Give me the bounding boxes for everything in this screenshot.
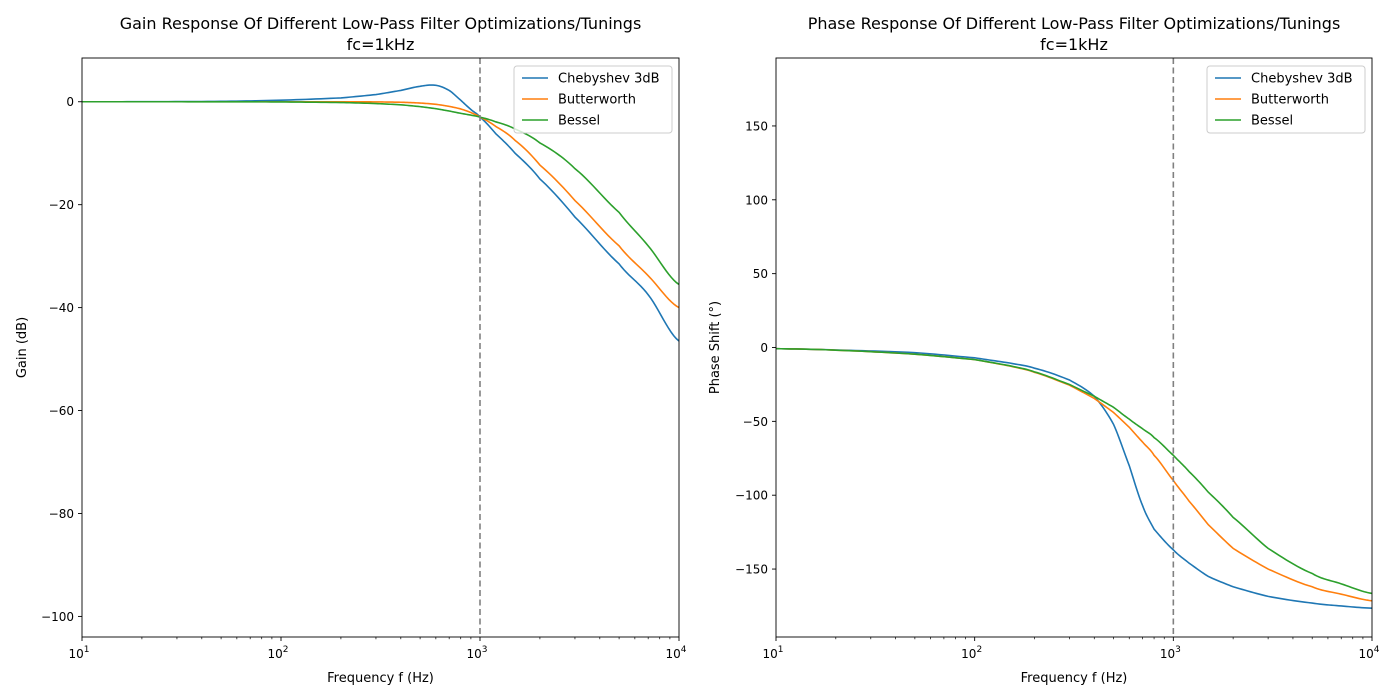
y-tick-label: 150 [745,119,768,133]
x-tick-label: 102 [961,645,982,661]
plot-frame [775,57,1373,638]
series-line-chebyshev-3db [82,84,679,342]
chart-title: Gain Response Of Different Low-Pass Filt… [120,14,642,33]
chart-title: Phase Response Of Different Low-Pass Fil… [808,14,1341,33]
legend-entry: Butterworth [1251,93,1329,108]
chart-subtitle: fc=1kHz [347,35,415,54]
y-axis-label: Gain (dB) [15,317,30,378]
series-line-bessel [82,100,679,286]
y-axis-label: Phase Shift (°) [708,301,723,394]
legend-entry: Butterworth [558,93,636,108]
legend-box [513,65,673,134]
x-tick-label: 101 [762,645,783,661]
series-line-bessel [776,347,1372,595]
x-axis-label: Frequency f (Hz) [1021,671,1128,686]
y-tick-label: 0 [760,341,768,355]
legend-entry: Bessel [558,114,600,129]
chart-panel-1: Phase Response Of Different Low-Pass Fil… [708,14,1380,686]
chart-subtitle: fc=1kHz [1040,35,1108,54]
x-tick-label: 104 [665,645,686,661]
x-tick-label: 103 [1160,645,1181,661]
legend-box [1206,65,1366,134]
y-tick-label: −100 [735,489,768,503]
series-line-chebyshev-3db [776,347,1372,609]
legend-entry: Chebyshev 3dB [1251,72,1353,87]
legend-entry: Chebyshev 3dB [558,72,660,87]
legend-entry: Bessel [1251,114,1293,129]
y-tick-label: 0 [66,95,74,109]
y-tick-label: −20 [49,198,74,212]
x-tick-label: 104 [1358,645,1379,661]
y-tick-label: 50 [753,267,768,281]
x-axis-label: Frequency f (Hz) [327,671,434,686]
legend: Chebyshev 3dB Butterworth Bessel [513,65,673,134]
x-tick-label: 101 [68,645,89,661]
plot-frame [81,57,680,638]
y-tick-label: 100 [745,193,768,207]
chart-panel-0: Gain Response Of Different Low-Pass Filt… [15,14,687,686]
legend: Chebyshev 3dB Butterworth Bessel [1206,65,1366,134]
y-tick-label: −150 [735,563,768,577]
y-tick-label: −60 [49,404,74,418]
y-tick-label: −80 [49,507,74,521]
x-tick-label: 102 [267,645,288,661]
y-tick-label: −100 [41,610,74,624]
y-tick-label: −50 [743,415,768,429]
y-tick-label: −40 [49,301,74,315]
x-tick-label: 103 [466,645,487,661]
